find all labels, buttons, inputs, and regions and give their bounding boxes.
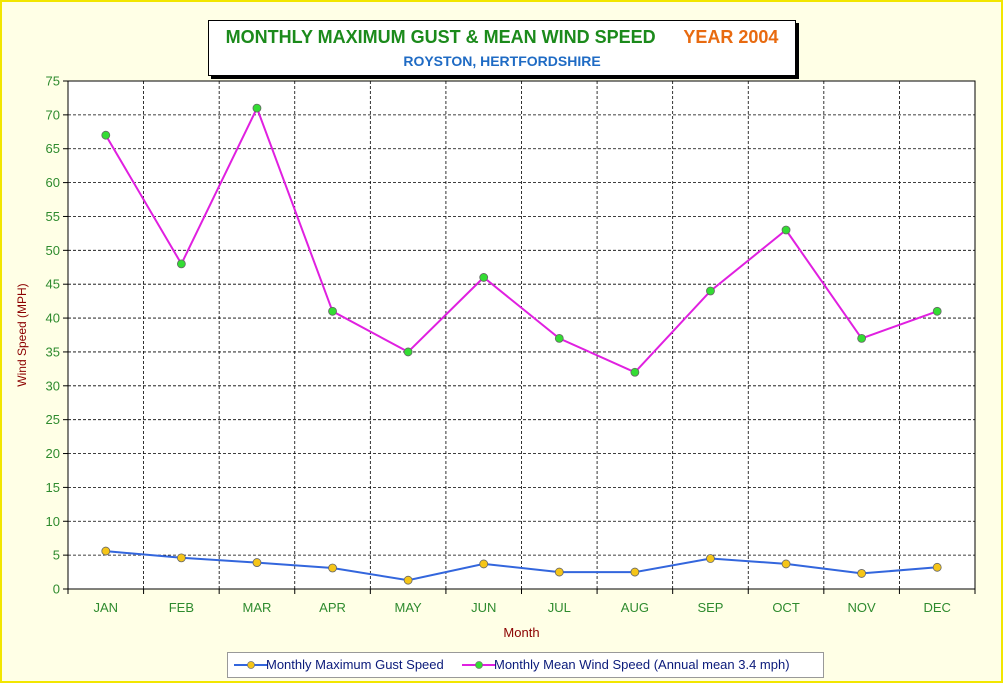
series-mean-line [104, 105, 938, 374]
series-gust-point [781, 559, 791, 569]
chart-subtitle: ROYSTON, HERTFORDSHIRE [403, 53, 601, 69]
x-tick-label: MAY [395, 600, 423, 615]
series-gust-line [105, 550, 938, 582]
series-gust-point [932, 562, 942, 572]
series-gust-point [328, 563, 337, 573]
x-tick-label: APR [319, 600, 346, 615]
chart-title-year: YEAR 2004 [683, 27, 779, 47]
y-tick-label: 55 [46, 209, 60, 224]
y-tick-label: 0 [53, 582, 60, 597]
y-tick-label: 50 [46, 243, 60, 258]
series-mean-point [932, 306, 942, 316]
chart-title: MONTHLY MAXIMUM GUST & MEAN WIND SPEED Y… [209, 27, 795, 48]
y-tick-label: 35 [46, 344, 60, 359]
x-tick-label: JUN [471, 600, 496, 615]
legend: Monthly Maximum Gust Speed Monthly Mean … [227, 652, 824, 678]
y-tick-label: 60 [46, 175, 60, 190]
series-mean-point [403, 347, 413, 357]
plot-area [67, 80, 976, 590]
y-tick-label: 20 [46, 446, 60, 461]
series-mean-point [630, 367, 640, 377]
legend-mean-swatch [462, 661, 496, 669]
series-mean-point [252, 103, 262, 113]
series-mean-point [857, 333, 867, 343]
y-tick-label: 75 [46, 74, 60, 89]
x-tick-label: NOV [848, 600, 877, 615]
y-tick-label: 65 [46, 141, 60, 156]
series-mean-point [781, 225, 791, 235]
legend-gust-swatch [234, 661, 268, 669]
y-tick-label: 5 [53, 548, 60, 563]
series-gust-point [403, 575, 413, 585]
y-tick-label: 15 [46, 480, 60, 495]
series-gust-point [176, 553, 186, 563]
series-mean-point [101, 130, 111, 140]
series-gust-point [554, 567, 564, 577]
x-tick-label: JAN [94, 600, 119, 615]
x-tick-label: FEB [169, 600, 194, 615]
series-gust-point [479, 559, 489, 569]
legend-mean-label: Monthly Mean Wind Speed (Annual mean 3.4… [494, 657, 790, 672]
series-mean-point [554, 333, 564, 343]
y-axis-label: Wind Speed (MPH) [15, 283, 29, 386]
y-tick-label: 25 [46, 412, 60, 427]
y-tick-label: 30 [46, 378, 60, 393]
x-tick-label: OCT [772, 600, 800, 615]
series-gust-point [630, 567, 640, 577]
series-mean-point [328, 306, 337, 316]
y-tick-label: 10 [46, 514, 60, 529]
x-tick-label: AUG [621, 600, 649, 615]
series-gust-point [857, 569, 867, 578]
y-tick-label: 40 [46, 311, 60, 326]
y-tick-label: 45 [46, 277, 60, 292]
title-box: MONTHLY MAXIMUM GUST & MEAN WIND SPEED Y… [208, 20, 796, 76]
legend-gust-label: Monthly Maximum Gust Speed [266, 657, 444, 672]
y-tick-label: 70 [46, 107, 60, 122]
series-mean-point [176, 259, 186, 269]
x-tick-label: MAR [243, 600, 272, 615]
series-gust-point [706, 554, 715, 563]
x-axis-label: Month [503, 625, 539, 640]
series-mean-point [706, 286, 715, 296]
x-tick-label: SEP [697, 600, 723, 615]
x-tick-label: DEC [923, 600, 950, 615]
chart-title-main: MONTHLY MAXIMUM GUST & MEAN WIND SPEED [225, 27, 656, 47]
series-mean-point [479, 273, 489, 282]
x-tick-label: JUL [548, 600, 571, 615]
series-gust-point [252, 558, 262, 567]
series-gust-point [101, 546, 111, 556]
